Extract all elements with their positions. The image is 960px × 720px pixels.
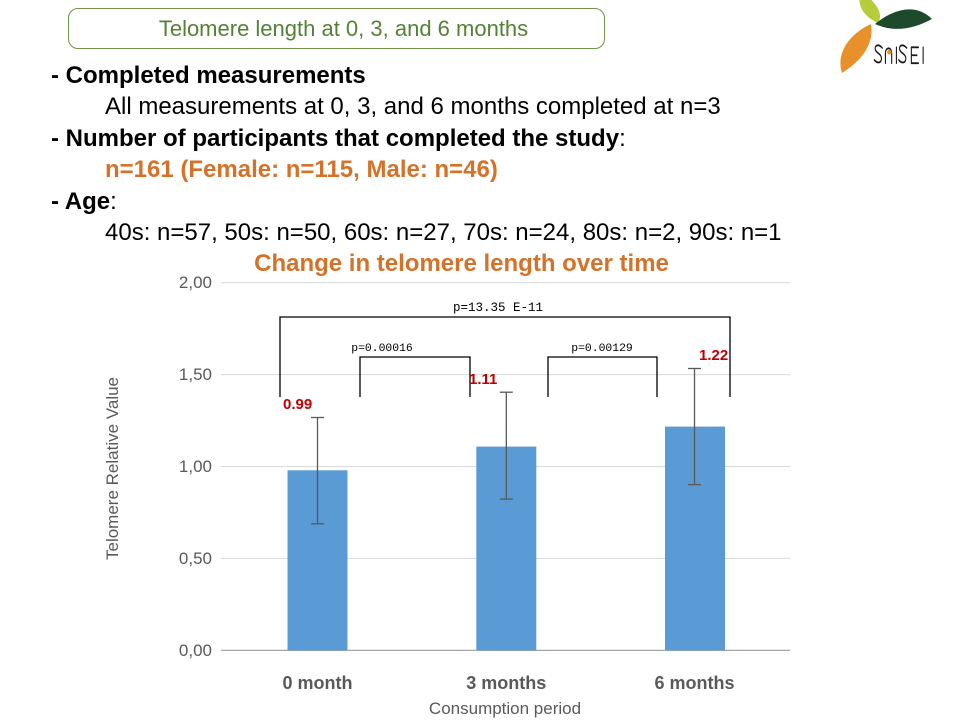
svg-text:1.11: 1.11	[469, 371, 497, 388]
svg-text:1.22: 1.22	[699, 347, 728, 364]
svg-text:3 months: 3 months	[466, 673, 546, 693]
svg-text:6 months: 6 months	[654, 673, 734, 693]
svg-text:0 month: 0 month	[283, 673, 353, 693]
svg-text:0,50: 0,50	[179, 549, 212, 568]
svg-text:Telomere Relative Value: Telomere Relative Value	[103, 377, 122, 560]
svg-text:1,50: 1,50	[179, 365, 212, 384]
svg-text:p=13.35 E-11: p=13.35 E-11	[453, 301, 543, 315]
svg-text:0,00: 0,00	[179, 641, 212, 660]
svg-text:p=0.00016: p=0.00016	[351, 343, 413, 355]
svg-text:1,00: 1,00	[179, 457, 212, 476]
svg-text:0.99: 0.99	[283, 396, 312, 413]
svg-text:Consumption period: Consumption period	[429, 699, 581, 718]
svg-text:p=0.00129: p=0.00129	[571, 343, 633, 355]
svg-text:2,00: 2,00	[179, 273, 212, 292]
